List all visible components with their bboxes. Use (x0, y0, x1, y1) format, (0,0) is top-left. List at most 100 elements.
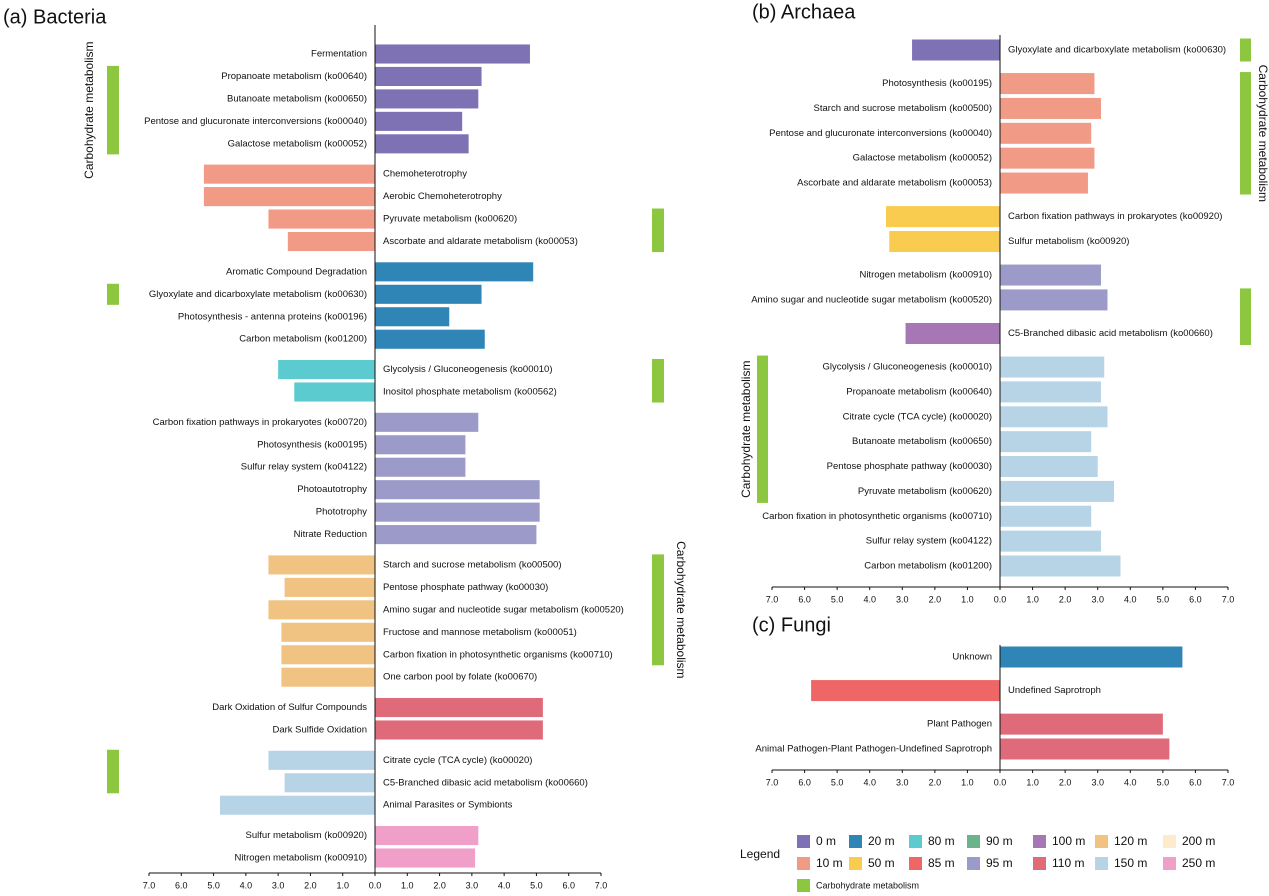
category-label: Aromatic Compound Degradation (226, 266, 367, 277)
bracket-label: Carbohydrate metabolism (82, 41, 96, 178)
bar (905, 322, 1000, 344)
x-tick-label: 7.0 (1222, 594, 1235, 604)
x-tick-label: 6.0 (1189, 777, 1202, 787)
category-label: Plant Pathogen (927, 719, 992, 730)
bar (1000, 646, 1183, 668)
category-label: Glycolysis / Gluconeogenesis (ko00010) (383, 364, 553, 375)
x-tick-label: 7.0 (1222, 777, 1235, 787)
legend-swatch (1163, 857, 1176, 870)
category-label: Galactose metabolism (ko00052) (853, 153, 992, 164)
bar (268, 600, 375, 620)
bar (287, 231, 375, 252)
category-label: Nitrogen metabolism (ko00910) (859, 270, 992, 281)
category-bracket (652, 554, 664, 666)
category-label: Butanoate metabolism (ko00650) (227, 93, 367, 104)
bar (375, 435, 466, 455)
legend-label: 10 m (816, 856, 843, 870)
x-tick-label: 3.0 (272, 880, 285, 890)
category-label: Ascorbate and aldarate metabolism (ko000… (383, 236, 578, 247)
legend-label: 110 m (1052, 856, 1084, 870)
category-bracket (1240, 72, 1251, 195)
x-tick-label: 3.0 (896, 777, 909, 787)
bar (912, 39, 1000, 61)
legend-swatch (849, 835, 862, 848)
bar (1000, 356, 1105, 378)
x-tick-label: 4.0 (863, 594, 876, 604)
category-label: Undefined Saprotroph (1008, 685, 1101, 696)
bar (1000, 264, 1101, 286)
category-label: Fructose and mannose metabolism (ko00051… (383, 627, 577, 638)
category-bracket (757, 355, 768, 503)
x-tick-label: 3.0 (466, 880, 479, 890)
x-tick-label: 6.0 (175, 880, 188, 890)
legend-swatch (1095, 835, 1108, 848)
x-tick-label: 0.0 (994, 777, 1007, 787)
x-tick-label: 2.0 (1059, 777, 1072, 787)
category-label: Propanoate metabolism (ko00640) (846, 386, 992, 397)
legend-label: 120 m (1114, 834, 1147, 848)
bar (375, 502, 540, 522)
x-tick-label: 1.0 (961, 777, 974, 787)
legend-swatch (1163, 835, 1176, 848)
legend-label: Carbohydrate metabolism (816, 880, 919, 890)
category-bracket (107, 65, 119, 155)
category-label: Phototrophy (316, 507, 367, 518)
bar (1000, 381, 1101, 403)
legend-label: 85 m (928, 856, 955, 870)
x-tick-label: 4.0 (1124, 594, 1137, 604)
legend-label: 95 m (986, 856, 1013, 870)
bar (375, 848, 476, 868)
bar (375, 134, 469, 154)
bar (1000, 289, 1108, 311)
chart-title: (a) Bacteria (3, 6, 107, 28)
category-label: Carbon fixation pathways in prokaryotes … (1008, 211, 1222, 222)
bar (1000, 73, 1095, 95)
bar (811, 680, 1000, 702)
legend-label: 80 m (928, 834, 955, 848)
bar (1000, 456, 1098, 478)
bar (203, 164, 375, 184)
bar (268, 750, 375, 770)
category-label: Butanoate metabolism (ko00650) (852, 436, 992, 447)
bar (375, 262, 534, 282)
category-label: Animal Pathogen-Plant Pathogen-Undefined… (755, 744, 992, 755)
x-tick-label: 0.0 (994, 594, 1007, 604)
legend-label: 50 m (868, 856, 895, 870)
bar (375, 697, 543, 718)
x-tick-label: 2.0 (304, 880, 317, 890)
legend-swatch (909, 835, 922, 848)
x-tick-label: 7.0 (595, 880, 608, 890)
category-bracket (1240, 288, 1251, 345)
x-tick-label: 3.0 (896, 594, 909, 604)
category-label: Nitrogen metabolism (ko00910) (234, 853, 367, 864)
x-tick-label: 1.0 (1026, 777, 1039, 787)
bar (281, 645, 375, 665)
category-label: Inositol phosphate metabolism (ko00562) (383, 387, 557, 398)
x-tick-label: 5.0 (207, 880, 220, 890)
category-label: Propanoate metabolism (ko00640) (221, 71, 367, 82)
bar (375, 457, 466, 477)
category-label: Dark Oxidation of Sulfur Compounds (212, 702, 367, 713)
category-label: Sulfur relay system (ko04122) (866, 536, 992, 547)
legend-swatch (849, 857, 862, 870)
x-tick-label: 2.0 (433, 880, 446, 890)
x-tick-label: 2.0 (929, 777, 942, 787)
x-tick-label: 3.0 (1091, 594, 1104, 604)
bar (281, 667, 375, 687)
legend-swatch (909, 857, 922, 870)
legend-label: 100 m (1052, 834, 1085, 848)
category-label: Ascorbate and aldarate metabolism (ko000… (797, 178, 992, 189)
legend-swatch (1033, 857, 1046, 870)
x-tick-label: 5.0 (530, 880, 543, 890)
legend-swatch (797, 857, 810, 870)
category-label: Sulfur relay system (ko04122) (241, 462, 367, 473)
category-label: Animal Parasites or Symbionts (383, 800, 513, 811)
category-label: Amino sugar and nucleotide sugar metabol… (751, 294, 992, 305)
category-label: Glyoxylate and dicarboxylate metabolism … (1008, 45, 1226, 56)
bar (886, 206, 1000, 228)
bar (268, 209, 375, 229)
category-bracket (107, 749, 119, 794)
category-label: Citrate cycle (TCA cycle) (ko00020) (383, 755, 532, 766)
category-label: Chemoheterotrophy (383, 169, 467, 180)
x-tick-label: 4.0 (240, 880, 253, 890)
